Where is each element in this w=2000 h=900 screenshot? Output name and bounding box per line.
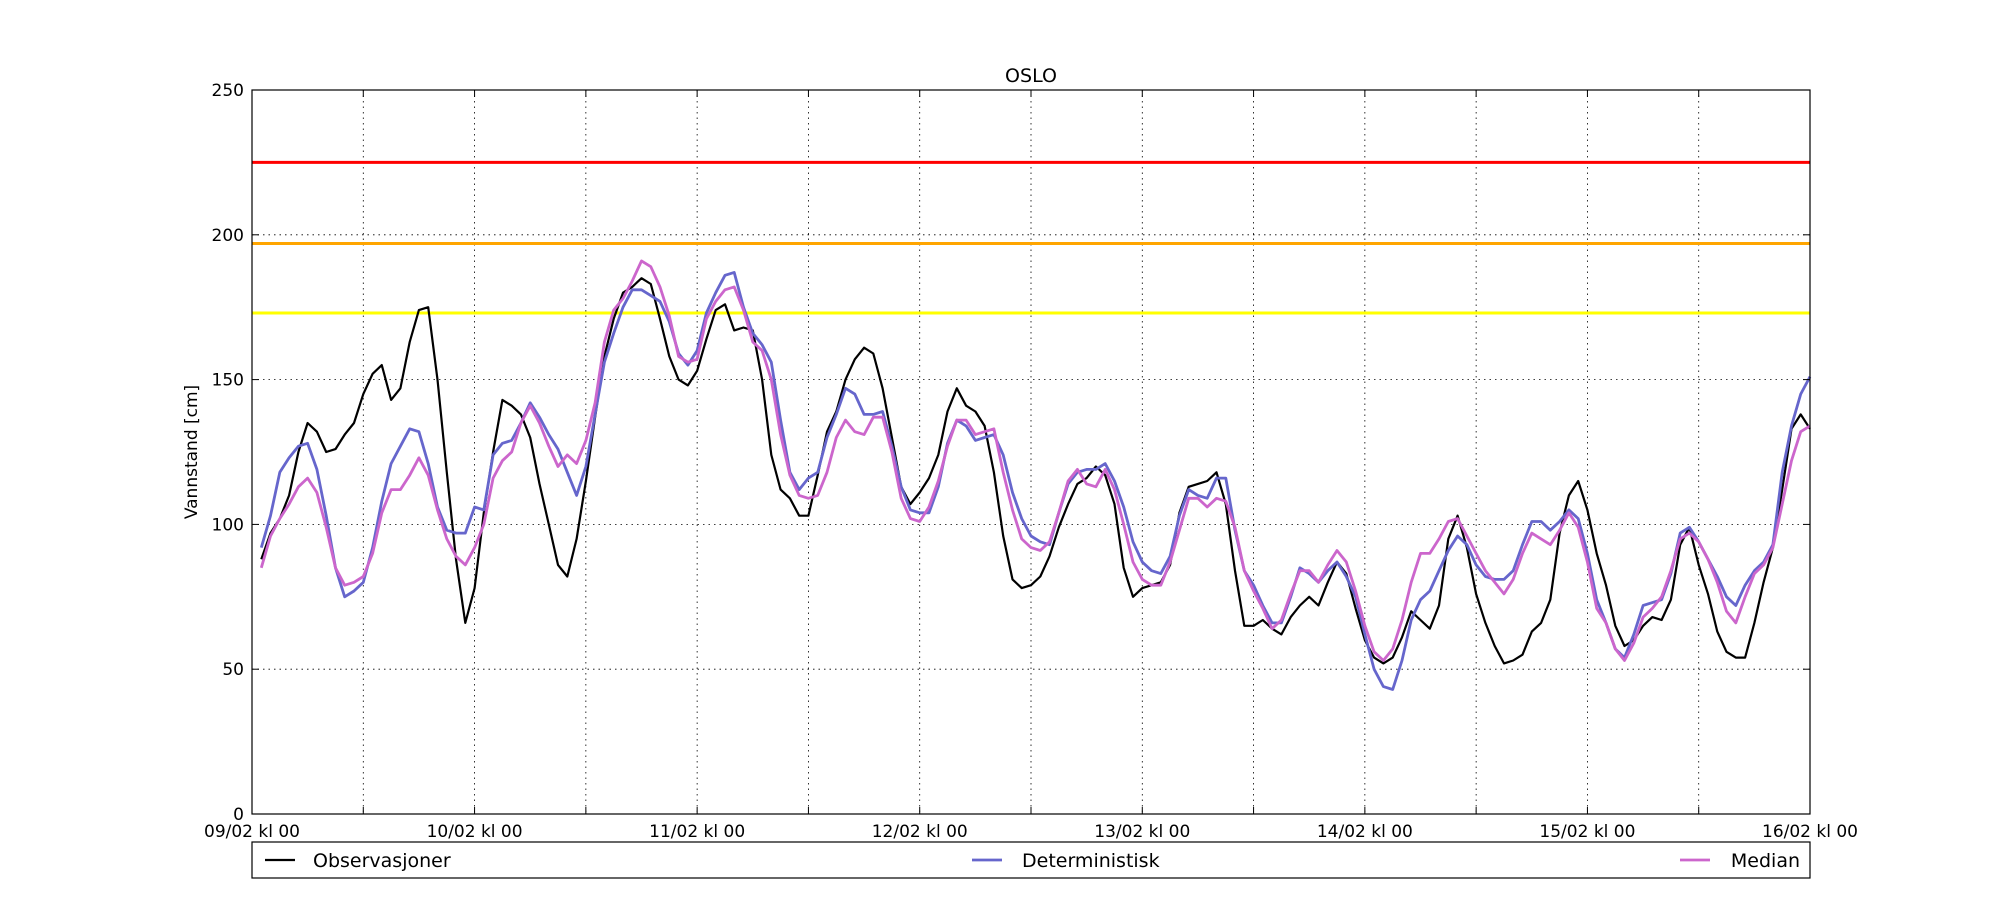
- series-line-median: [259, 259, 1811, 662]
- legend-label: Deterministisk: [1022, 850, 1160, 872]
- x-tick-label: 15/02 kl 00: [1539, 822, 1635, 842]
- x-tick-label: 13/02 kl 00: [1094, 822, 1190, 842]
- plot-area-frame: [251, 89, 1811, 815]
- grid: [252, 90, 1810, 814]
- x-axis-ticks: 09/02 kl 00 10/02 kl 00 11/02 kl 00 12/02 k…: [204, 90, 1858, 842]
- legend-label: Observasjoner: [313, 850, 451, 872]
- chart-title: OSLO: [1005, 65, 1057, 87]
- x-tick-label: 10/02 kl 00: [427, 822, 523, 842]
- legend-frame: [251, 841, 1811, 879]
- x-tick-label: 09/02 kl 00: [204, 822, 300, 842]
- y-tick-label: 250: [212, 81, 244, 101]
- x-tick-label: 16/02 kl 00: [1762, 822, 1858, 842]
- x-tick-label: 14/02 kl 00: [1317, 822, 1413, 842]
- threshold-lines: [252, 160, 1810, 315]
- y-axis-label: Vannstand [cm]: [182, 385, 202, 519]
- y-tick-label: 100: [212, 515, 244, 535]
- series-line-observasjoner: [260, 277, 1811, 665]
- legend-label: Median: [1731, 850, 1800, 872]
- x-tick-label: 12/02 kl 00: [872, 822, 968, 842]
- y-tick-label: 0: [233, 805, 244, 825]
- y-tick-label: 50: [222, 660, 244, 680]
- y-axis-ticks: 0 50 100 150 200 250: [212, 81, 1810, 825]
- y-tick-label: 200: [212, 226, 244, 246]
- legend: Observasjoner Deterministisk Median: [251, 841, 1811, 879]
- x-tick-label: 11/02 kl 00: [649, 822, 745, 842]
- y-tick-label: 150: [212, 371, 244, 391]
- series-lines: [259, 259, 1812, 691]
